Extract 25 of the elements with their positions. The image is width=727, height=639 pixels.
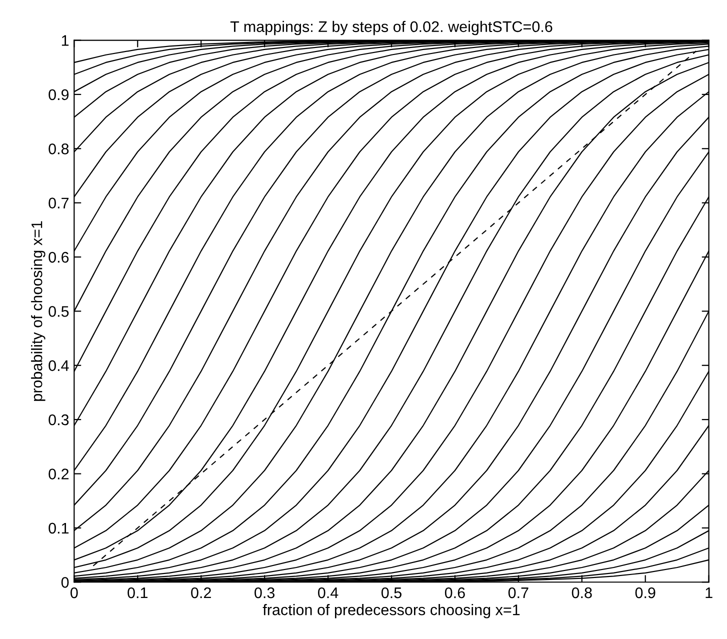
chart-title: T mappings: Z by steps of 0.02. weightSTC=0.6 [230, 20, 552, 36]
y-tick-label: 0.8 [48, 144, 69, 154]
x-tick-label: 0.1 [128, 587, 148, 598]
y-tick-label: 0.2 [48, 468, 69, 480]
y-tick-label: 0.6 [48, 252, 69, 263]
x-tick-label: 0.8 [572, 587, 592, 598]
x-tick-label: 0 [70, 587, 78, 598]
x-tick-label: 0.6 [444, 587, 465, 598]
y-tick-label: 0.3 [48, 414, 69, 426]
x-tick-label: 0.3 [254, 587, 275, 598]
y-tick-label: 0 [61, 576, 69, 588]
y-tick-label: 0.9 [48, 89, 69, 100]
y-axis-title: probability of choosing x=1 [31, 221, 46, 401]
x-axis-title: fraction of predecessors choosing x=1 [262, 604, 520, 618]
x-tick-label: 1 [706, 588, 712, 598]
x-tick-label: 0.4 [318, 587, 338, 598]
y-tick-label: 0.7 [48, 198, 69, 209]
x-tick-label: 0.9 [635, 587, 656, 598]
x-tick-label: 0.7 [508, 587, 528, 598]
y-tick-label: 0.5 [48, 306, 69, 317]
y-tick-label: 0.4 [48, 360, 69, 372]
x-tick-label: 0.5 [381, 587, 402, 598]
y-tick-label: 1 [62, 35, 69, 46]
x-tick-label: 0.2 [191, 587, 211, 598]
y-tick-label: 0.1 [48, 522, 69, 534]
